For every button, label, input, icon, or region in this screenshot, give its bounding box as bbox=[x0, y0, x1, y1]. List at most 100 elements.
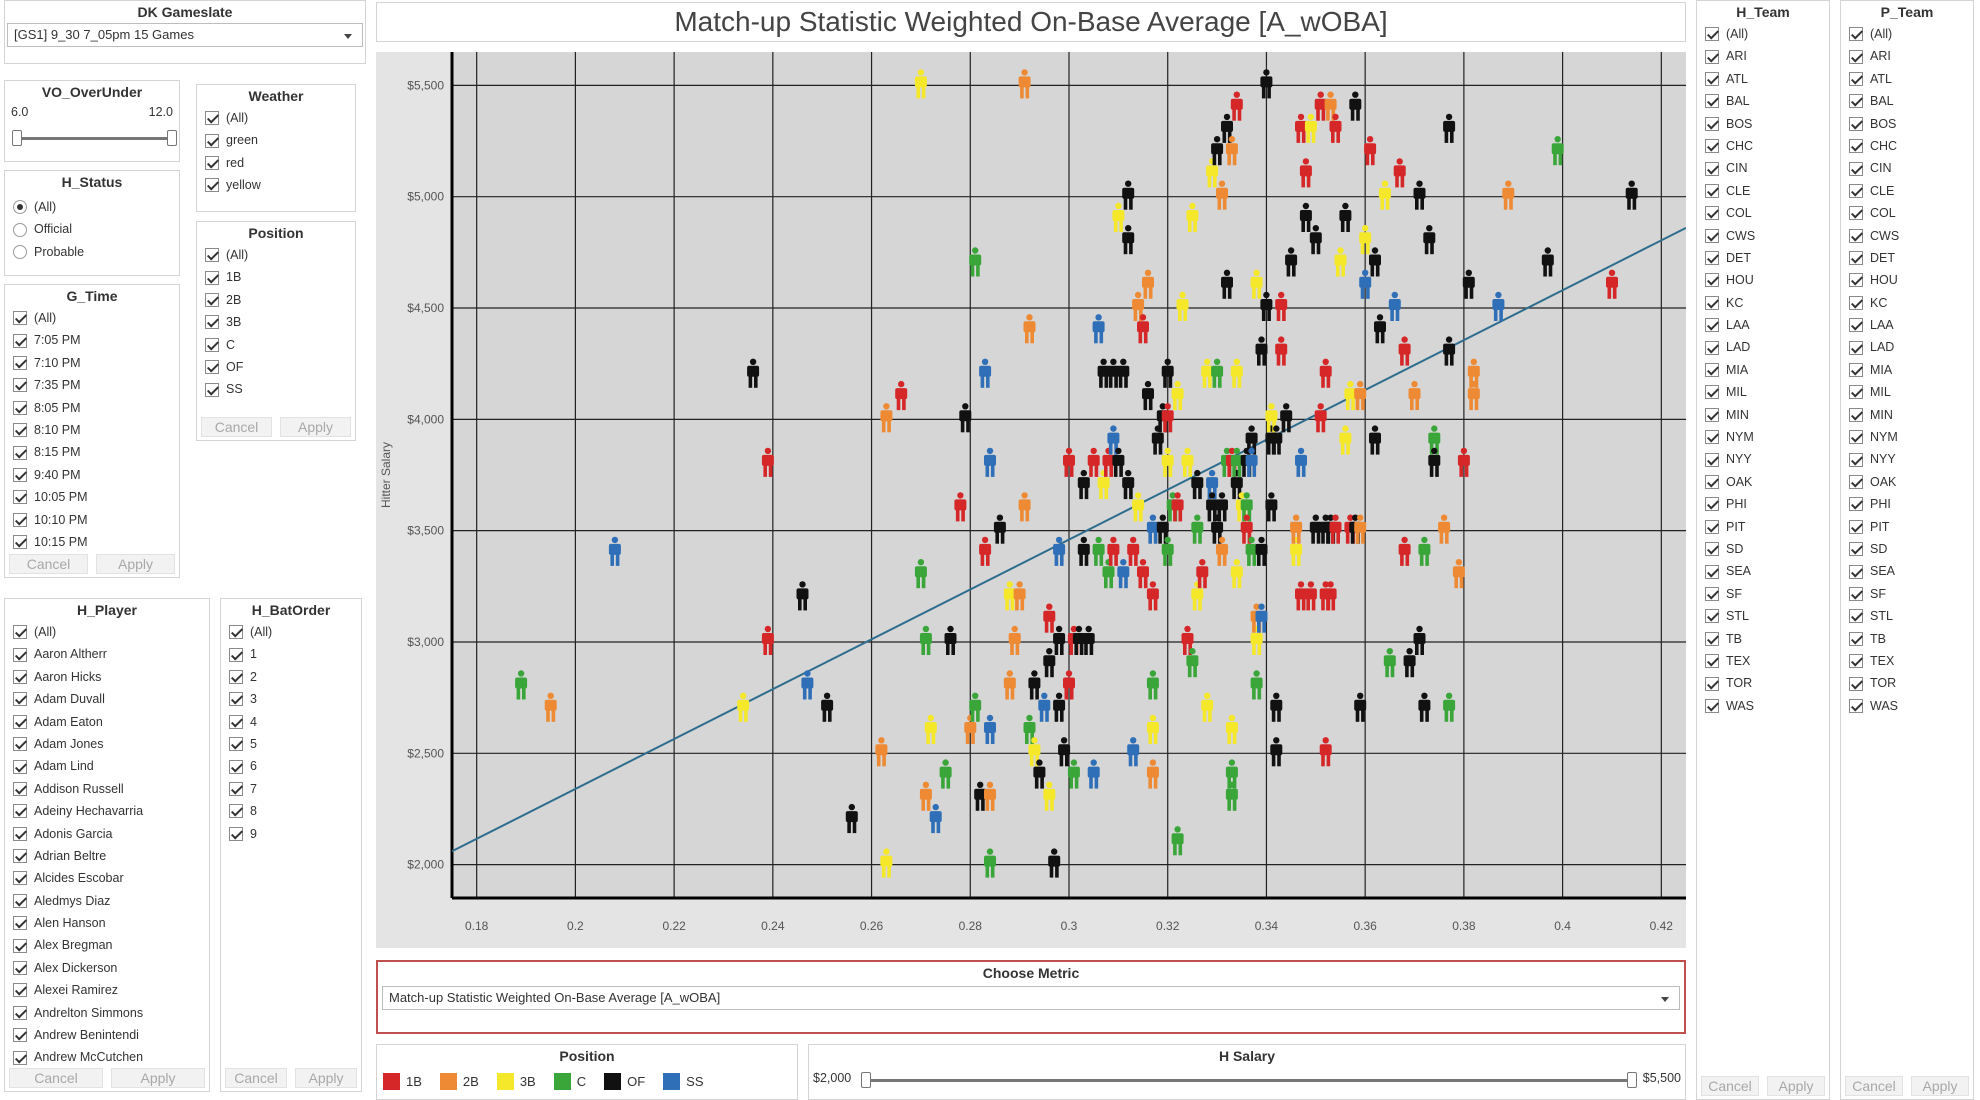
data-point[interactable] bbox=[1428, 425, 1441, 455]
position-filter-option[interactable]: (All) bbox=[205, 244, 355, 266]
checkbox[interactable] bbox=[13, 333, 27, 348]
data-point[interactable] bbox=[1285, 247, 1298, 277]
g-time-list[interactable]: (All) 7:05 PM 7:10 PM 7:35 PM 8:05 PM 8:10 PM… bbox=[5, 307, 179, 549]
data-point[interactable] bbox=[1359, 269, 1372, 299]
checkbox[interactable] bbox=[1849, 609, 1863, 624]
data-point[interactable] bbox=[1280, 403, 1293, 433]
data-point[interactable] bbox=[1117, 559, 1130, 589]
data-point[interactable] bbox=[1230, 447, 1243, 477]
p-team-option[interactable]: PIT bbox=[1849, 516, 1973, 538]
data-point[interactable] bbox=[1443, 113, 1456, 143]
checkbox[interactable] bbox=[13, 1050, 27, 1065]
data-point[interactable] bbox=[1028, 670, 1041, 700]
checkbox[interactable] bbox=[1705, 407, 1719, 422]
data-point[interactable] bbox=[1299, 158, 1312, 188]
checkbox[interactable] bbox=[1705, 273, 1719, 288]
data-point[interactable] bbox=[979, 536, 992, 566]
data-point[interactable] bbox=[1201, 692, 1214, 722]
h-team-option[interactable]: SEA bbox=[1705, 560, 1829, 582]
data-point[interactable] bbox=[1087, 447, 1100, 477]
data-point[interactable] bbox=[1270, 425, 1283, 455]
data-point[interactable] bbox=[1260, 69, 1273, 99]
h-team-option[interactable]: ARI bbox=[1705, 45, 1829, 67]
p-team-option[interactable]: OAK bbox=[1849, 471, 1973, 493]
position-apply-button[interactable]: Apply bbox=[280, 417, 351, 437]
data-point[interactable] bbox=[737, 692, 750, 722]
p-team-option[interactable]: LAD bbox=[1849, 336, 1973, 358]
data-point[interactable] bbox=[1082, 625, 1095, 655]
data-point[interactable] bbox=[914, 559, 927, 589]
checkbox[interactable] bbox=[13, 804, 27, 819]
data-point[interactable] bbox=[969, 247, 982, 277]
data-point[interactable] bbox=[1186, 648, 1199, 678]
data-point[interactable] bbox=[1146, 514, 1159, 544]
checkbox[interactable] bbox=[205, 111, 219, 126]
data-point[interactable] bbox=[1211, 136, 1224, 166]
checkbox[interactable] bbox=[1705, 519, 1719, 534]
p-team-option[interactable]: SEA bbox=[1849, 560, 1973, 582]
data-point[interactable] bbox=[1314, 403, 1327, 433]
legend-item[interactable]: C bbox=[553, 1073, 586, 1090]
g-time-option[interactable]: 10:10 PM bbox=[13, 509, 179, 531]
data-point[interactable] bbox=[1142, 269, 1154, 299]
data-point[interactable] bbox=[984, 714, 996, 744]
data-point[interactable] bbox=[880, 403, 893, 433]
data-point[interactable] bbox=[954, 492, 967, 522]
data-point[interactable] bbox=[1551, 136, 1564, 166]
checkbox[interactable] bbox=[1705, 94, 1719, 109]
data-point[interactable] bbox=[1043, 648, 1056, 678]
p-team-option[interactable]: COL bbox=[1849, 202, 1973, 224]
checkbox[interactable] bbox=[1705, 542, 1719, 557]
data-point[interactable] bbox=[1097, 358, 1110, 388]
data-point[interactable] bbox=[1230, 559, 1243, 589]
g-time-option[interactable]: 8:10 PM bbox=[13, 419, 179, 441]
h-team-option[interactable]: PIT bbox=[1705, 516, 1829, 538]
h-player-option[interactable]: Adam Eaton bbox=[13, 711, 209, 733]
checkbox[interactable] bbox=[1705, 71, 1719, 86]
h-batorder-option[interactable]: 7 bbox=[229, 778, 361, 800]
data-point[interactable] bbox=[974, 781, 987, 811]
data-point[interactable] bbox=[984, 447, 996, 477]
checkbox[interactable] bbox=[1849, 586, 1863, 601]
checkbox[interactable] bbox=[13, 871, 27, 886]
checkbox[interactable] bbox=[13, 647, 27, 662]
checkbox[interactable] bbox=[13, 961, 27, 976]
checkbox[interactable] bbox=[13, 983, 27, 998]
p-team-list[interactable]: (All) ARI ATL BAL BOS CHC CIN CLE COL CWS DET HOU KC… bbox=[1841, 23, 1973, 717]
data-point[interactable] bbox=[1146, 581, 1159, 611]
data-point[interactable] bbox=[1137, 314, 1149, 344]
checkbox[interactable] bbox=[13, 490, 27, 505]
p-team-option[interactable]: TEX bbox=[1849, 650, 1973, 672]
data-point[interactable] bbox=[1097, 469, 1110, 500]
checkbox[interactable] bbox=[1705, 49, 1719, 64]
data-point[interactable] bbox=[1443, 692, 1456, 722]
checkbox[interactable] bbox=[229, 692, 243, 707]
p-team-option[interactable]: MIA bbox=[1849, 359, 1973, 381]
p-team-option[interactable]: TB bbox=[1849, 628, 1973, 650]
data-point[interactable] bbox=[1043, 603, 1056, 633]
data-point[interactable] bbox=[1314, 91, 1327, 121]
data-point[interactable] bbox=[993, 514, 1006, 544]
data-point[interactable] bbox=[1398, 536, 1411, 566]
data-point[interactable] bbox=[1003, 581, 1016, 611]
h-batorder-cancel-button[interactable]: Cancel bbox=[225, 1068, 287, 1088]
checkbox[interactable] bbox=[1849, 27, 1863, 42]
data-point[interactable] bbox=[914, 69, 927, 99]
p-team-option[interactable]: DET bbox=[1849, 247, 1973, 269]
data-point[interactable] bbox=[1191, 514, 1204, 544]
data-point[interactable] bbox=[1132, 492, 1145, 522]
checkbox[interactable] bbox=[1849, 654, 1863, 669]
p-team-cancel-button[interactable]: Cancel bbox=[1845, 1076, 1903, 1096]
checkbox[interactable] bbox=[13, 625, 27, 640]
h-batorder-option[interactable]: 8 bbox=[229, 800, 361, 822]
checkbox[interactable] bbox=[1849, 161, 1863, 176]
data-point[interactable] bbox=[1112, 447, 1125, 477]
h-team-option[interactable]: ATL bbox=[1705, 68, 1829, 90]
checkbox[interactable] bbox=[1849, 183, 1863, 198]
checkbox[interactable] bbox=[13, 826, 27, 841]
p-team-option[interactable]: CIN bbox=[1849, 157, 1973, 179]
data-point[interactable] bbox=[1250, 269, 1263, 299]
h-team-list[interactable]: (All) ARI ATL BAL BOS CHC CIN CLE COL CWS DET HOU KC… bbox=[1697, 23, 1829, 717]
checkbox[interactable] bbox=[229, 625, 243, 640]
checkbox[interactable] bbox=[1705, 631, 1719, 646]
